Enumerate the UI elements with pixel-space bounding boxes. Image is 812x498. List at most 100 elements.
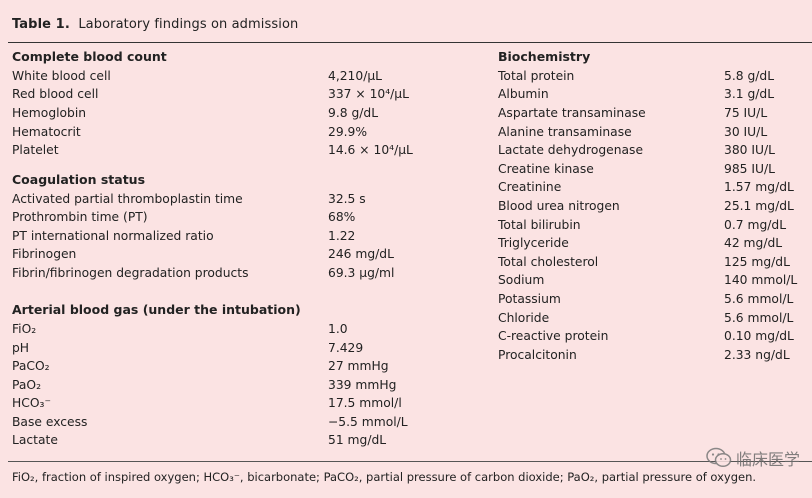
- row-label: Blood urea nitrogen: [498, 198, 620, 213]
- table-row: Fibrin/fibrinogen degradation products 69…: [12, 264, 482, 283]
- table-row: Chloride 5.6 mmol/L: [498, 309, 808, 328]
- section-heading-abg: Arterial blood gas (under the intubation…: [12, 302, 301, 318]
- row-value: 337 × 10⁴/μL: [328, 87, 409, 102]
- table-row: C-reactive protein 0.10 mg/dL: [498, 327, 808, 346]
- row-label: Lactate: [12, 433, 58, 448]
- table-row: Blood urea nitrogen 25.1 mg/dL: [498, 197, 808, 216]
- row-label: Total bilirubin: [498, 217, 581, 232]
- section-heading-coagulation: Coagulation status: [12, 171, 146, 187]
- row-value: 246 mg/dL: [328, 247, 394, 262]
- table-row: Procalcitonin 2.33 ng/dL: [498, 346, 808, 365]
- row-value: 5.8 g/dL: [724, 68, 775, 83]
- watermark: 临床医学: [706, 446, 800, 470]
- row-value: 0.7 mg/dL: [724, 217, 787, 232]
- row-value: 5.6 mmol/L: [724, 310, 794, 325]
- row-label: Base excess: [12, 414, 88, 429]
- row-value: 25.1 mg/dL: [724, 198, 794, 213]
- row-label: PaO₂: [12, 377, 42, 392]
- table-row: Fibrinogen 246 mg/dL: [12, 245, 482, 264]
- table-row: Sodium 140 mmol/L: [498, 271, 808, 290]
- table-caption: Laboratory findings on admission: [78, 17, 299, 32]
- abg-rows: FiO₂ 1.0 pH 7.429 PaCO₂ 27 mmHg PaO₂ 339 mmHg HC…: [12, 320, 482, 450]
- row-label: Potassium: [498, 291, 561, 306]
- row-label: Albumin: [498, 87, 549, 102]
- row-label: C-reactive protein: [498, 329, 609, 344]
- row-value: 4,210/μL: [328, 68, 383, 83]
- table-row: Base excess −5.5 mmol/L: [12, 413, 482, 432]
- row-value: 29.9%: [328, 124, 368, 139]
- table-row: Aspartate transaminase 75 IU/L: [498, 104, 808, 123]
- row-value: 14.6 × 10⁴/μL: [328, 143, 413, 158]
- row-value: 140 mmol/L: [724, 273, 798, 288]
- row-value: 1.0: [328, 321, 348, 336]
- table-row: Albumin 3.1 g/dL: [498, 85, 808, 104]
- row-value: 75 IU/L: [724, 105, 768, 120]
- row-label: White blood cell: [12, 68, 111, 83]
- row-value: 0.10 mg/dL: [724, 329, 794, 344]
- row-label: pH: [12, 340, 30, 355]
- row-label: Alanine transaminase: [498, 124, 632, 139]
- row-label: Platelet: [12, 143, 59, 158]
- left-column: Complete blood count White blood cell 4,2…: [12, 48, 482, 450]
- row-label: Creatine kinase: [498, 161, 594, 176]
- table-row: Total cholesterol 125 mg/dL: [498, 253, 808, 272]
- row-label: Procalcitonin: [498, 347, 577, 362]
- table-row: Lactate 51 mg/dL: [12, 431, 482, 450]
- row-label: Total cholesterol: [498, 254, 599, 269]
- row-value: 68%: [328, 210, 356, 225]
- row-label: Lactate dehydrogenase: [498, 143, 644, 158]
- section-heading-cbc: Complete blood count: [12, 49, 167, 64]
- row-value: 5.6 mmol/L: [724, 291, 794, 306]
- table-row: Potassium 5.6 mmol/L: [498, 290, 808, 309]
- wechat-icon: [706, 447, 732, 468]
- table-title: Table 1. Laboratory findings on admissio…: [12, 17, 298, 32]
- right-column: Biochemistry Total protein 5.8 g/dL Albumi…: [498, 48, 808, 364]
- table-row: Hemoglobin 9.8 g/dL: [12, 104, 482, 123]
- footnote: FiO₂, fraction of inspired oxygen; HCO₃⁻…: [12, 470, 757, 484]
- table-label: Table 1.: [12, 17, 70, 32]
- table-row: PaCO₂ 27 mmHg: [12, 357, 482, 376]
- row-label: Total protein: [498, 68, 575, 83]
- row-value: 985 IU/L: [724, 161, 776, 176]
- table-row: FiO₂ 1.0: [12, 320, 482, 339]
- row-value: 1.57 mg/dL: [724, 180, 794, 195]
- row-value: 17.5 mmol/l: [328, 396, 402, 411]
- row-value: 7.429: [328, 340, 364, 355]
- table-row: Total protein 5.8 g/dL: [498, 67, 808, 86]
- watermark-text: 临床医学: [735, 450, 800, 469]
- row-label: HCO₃⁻: [12, 396, 51, 411]
- table-row: Creatinine 1.57 mg/dL: [498, 178, 808, 197]
- row-value: 69.3 μg/ml: [328, 265, 395, 280]
- table-row: Red blood cell 337 × 10⁴/μL: [12, 85, 482, 104]
- row-label: Hemoglobin: [12, 105, 87, 120]
- table-row: Lactate dehydrogenase 380 IU/L: [498, 141, 808, 160]
- row-label: FiO₂: [12, 321, 37, 336]
- row-value: 42 mg/dL: [724, 236, 783, 251]
- row-label: PT international normalized ratio: [12, 228, 214, 243]
- table-row: Hematocrit 29.9%: [12, 123, 482, 142]
- cbc-rows: White blood cell 4,210/μL Red blood cell 33…: [12, 67, 482, 160]
- row-label: Aspartate transaminase: [498, 105, 646, 120]
- row-label: Fibrin/fibrinogen degradation products: [12, 265, 249, 280]
- row-value: 3.1 g/dL: [724, 87, 775, 102]
- table-row: HCO₃⁻ 17.5 mmol/l: [12, 394, 482, 413]
- row-label: Creatinine: [498, 180, 562, 195]
- table-row: Platelet 14.6 × 10⁴/μL: [12, 141, 482, 160]
- table-row: Activated partial thromboplastin time 32.…: [12, 190, 482, 209]
- row-label: Red blood cell: [12, 87, 99, 102]
- row-value: 380 IU/L: [724, 143, 776, 158]
- table-row: PaO₂ 339 mmHg: [12, 376, 482, 395]
- row-label: Hematocrit: [12, 124, 81, 139]
- row-value: 9.8 g/dL: [328, 105, 379, 120]
- row-value: 32.5 s: [328, 191, 366, 206]
- row-label: Fibrinogen: [12, 247, 77, 262]
- row-value: 30 IU/L: [724, 124, 768, 139]
- table-row: pH 7.429: [12, 339, 482, 358]
- table-row: White blood cell 4,210/μL: [12, 67, 482, 86]
- table-row: Alanine transaminase 30 IU/L: [498, 123, 808, 142]
- row-value: 125 mg/dL: [724, 254, 790, 269]
- row-label: Activated partial thromboplastin time: [12, 191, 243, 206]
- row-label: Sodium: [498, 273, 545, 288]
- row-value: 51 mg/dL: [328, 433, 387, 448]
- row-value: 339 mmHg: [328, 377, 397, 392]
